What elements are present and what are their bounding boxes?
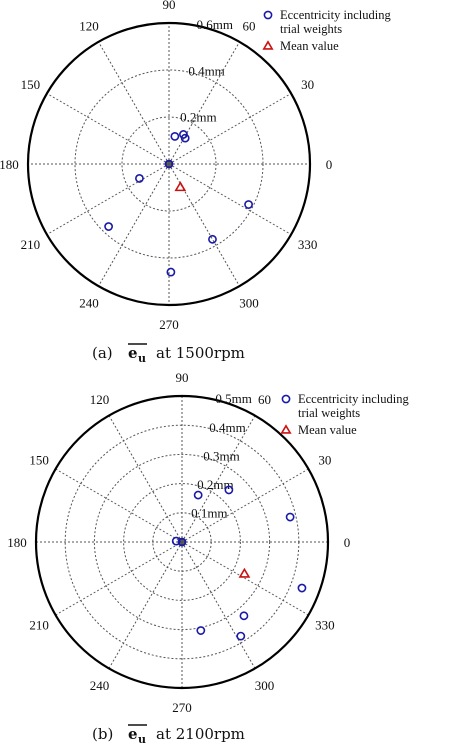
eccentricity-point [135,174,144,183]
mean-value-point [174,181,187,192]
radial-grid-circle [123,483,241,601]
angle-tick-label: 0 [344,535,351,550]
eccentricity-point [224,485,234,495]
angular-grid-spoke [55,541,183,616]
angular-grid-spoke [98,41,170,165]
angle-tick-label: 120 [90,392,110,407]
eccentricity-point [170,132,180,141]
angular-grid-spoke [98,163,170,287]
angle-tick-label: 30 [301,77,314,92]
radial-tick-label: 0.4mm [188,63,224,78]
angle-tick-label: 60 [258,392,271,407]
angular-grid-spoke [168,41,240,165]
eccentricity-point [236,631,246,641]
legend-label-eccentricity: Eccentricity including trial weights [280,8,391,36]
radial-grid-circle [93,453,271,631]
legend-triangle-marker [280,424,292,434]
eccentricity-point [193,490,203,500]
radial-tick-label: 0.1mm [191,505,227,520]
angular-grid-spoke [168,93,292,165]
caption-suffix: at 1500rpm [156,344,245,362]
angle-tick-label: 210 [29,618,49,633]
eccentricity-point [208,234,217,244]
mean-value-point [238,567,251,578]
angle-tick-label: 60 [243,18,256,33]
legend-circle-marker [263,10,273,20]
eccentricity-point [104,222,113,231]
radial-tick-label: 0.6mm [196,17,232,32]
angle-tick-label: 300 [239,296,259,311]
eccentricity-point [164,159,174,169]
angle-tick-label: 0 [326,157,333,172]
radial-tick-label: 0.2mm [180,110,216,125]
legend: Eccentricity including trial weights Mean … [280,392,409,437]
angle-tick-label: 90 [176,370,189,385]
eccentricity-point [285,512,295,522]
caption-symbol: e [128,344,138,362]
radial-tick-label: 0.4mm [209,420,245,435]
angle-tick-label: 240 [79,296,99,311]
angle-tick-label: 150 [21,77,41,92]
polar-chart-a: 0 30 60 90 120 150 180 210 240 270 300 330 0.2mm 0.4m… [0,0,391,365]
legend-circle-marker [281,394,291,404]
angle-tick-label: 90 [163,0,176,12]
angular-grid-spoke [55,468,183,543]
angular-grid-spoke [46,163,170,235]
eccentricity-point [171,536,181,546]
radial-grid-circle [121,116,217,212]
angular-grid-spoke [168,163,240,287]
figure-caption: (b) e u at 2100rpm [92,724,245,746]
angle-tick-label: 330 [315,618,335,633]
eccentricity-point [177,537,187,547]
outer-circle [26,21,312,307]
angular-grid-spoke [108,415,183,543]
angle-tick-label: 330 [298,237,318,252]
legend: Eccentricity including trial weights Mean … [262,8,391,53]
caption-suffix: at 2100rpm [156,725,245,743]
eccentricity-point [239,611,249,621]
angle-tick-label: 270 [172,700,192,715]
angular-grid-spoke [46,93,170,165]
figure-caption: (a) e u at 1500rpm [92,343,245,365]
caption-subscript: u [138,733,146,746]
eccentricity-point [244,200,253,209]
center-marker [166,161,172,167]
polar-chart-b: 0 30 60 90 120 150 180 210 240 270 300 330 0.1mm 0.2m… [7,370,409,746]
angle-tick-label: 120 [79,18,99,33]
angle-tick-label: 300 [255,678,275,693]
caption-prefix: (b) [92,725,113,743]
angle-tick-label: 30 [318,453,331,468]
angle-tick-label: 240 [90,678,110,693]
eccentricity-point [297,583,307,593]
eccentricity-point [166,267,176,277]
legend-label-eccentricity: Eccentricity including trial weights [298,392,409,420]
angular-grid-spoke [108,541,183,669]
outer-circle [34,394,330,690]
angle-tick-label: 270 [159,317,179,332]
angular-grid-spoke [181,541,256,669]
angle-tick-label: 210 [21,237,41,252]
angular-grid-spoke [181,415,256,543]
legend-label-mean: Mean value [280,39,339,53]
legend-label-mean: Mean value [298,423,357,437]
angle-tick-label: 150 [29,453,49,468]
radial-tick-label: 0.5mm [215,391,251,406]
angular-grid-spoke [181,541,309,616]
angle-tick-label: 180 [7,535,27,550]
angular-grid-spoke [181,468,309,543]
caption-subscript: u [138,352,146,365]
eccentricity-point [180,133,190,143]
radial-tick-label: 0.3mm [203,448,239,463]
caption-prefix: (a) [92,344,113,362]
legend-triangle-marker [262,40,274,50]
radial-tick-label: 0.2mm [197,477,233,492]
eccentricity-point [196,626,206,635]
angular-grid-spoke [168,163,292,235]
angle-tick-label: 180 [0,157,19,172]
caption-symbol: e [128,725,138,743]
